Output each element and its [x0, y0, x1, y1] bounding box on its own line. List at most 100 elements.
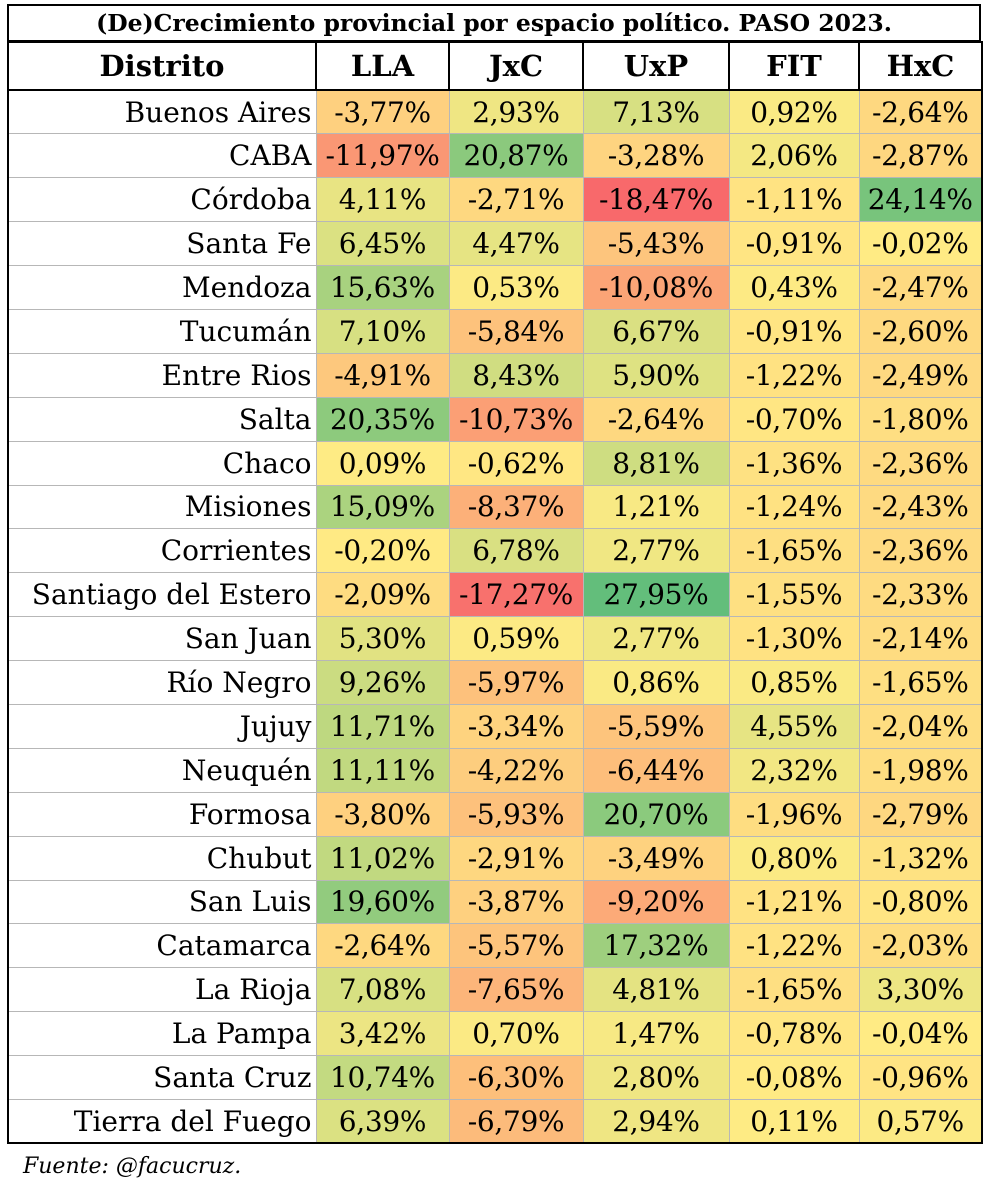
value-cell-jxc: 0,53%: [448, 265, 584, 310]
value-cell-hxc: -0,80%: [858, 879, 983, 925]
value-cell-uxp: 2,94%: [582, 1098, 730, 1145]
value-cell-fit: -1,55%: [728, 572, 860, 618]
value-cell-uxp: -2,64%: [582, 396, 730, 442]
table-row: Río Negro 9,26% -5,97% 0,86% 0,85% -1,65%: [7, 660, 983, 705]
value-cell-uxp: -9,20%: [582, 879, 730, 925]
value-cell-lla: 3,42%: [315, 1011, 450, 1057]
value-cell-lla: 11,02%: [315, 835, 450, 881]
value-cell-jxc: -2,71%: [448, 177, 584, 223]
value-cell-lla: 6,39%: [315, 1098, 450, 1145]
value-cell-uxp: 7,13%: [582, 89, 730, 135]
value-cell-jxc: 4,47%: [448, 221, 584, 267]
value-cell-hxc: -0,02%: [858, 221, 983, 267]
value-cell-jxc: -17,27%: [448, 572, 584, 618]
table-row: Formosa -3,80% -5,93% 20,70% -1,96% -2,79%: [7, 791, 983, 837]
value-cell-jxc: -5,97%: [448, 660, 584, 705]
value-cell-hxc: -1,65%: [858, 660, 983, 705]
table-row: La Pampa 3,42% 0,70% 1,47% -0,78% -0,04%: [7, 1011, 983, 1057]
value-cell-uxp: 1,47%: [582, 1011, 730, 1057]
value-cell-lla: 7,08%: [315, 967, 450, 1013]
value-cell-fit: -1,65%: [728, 528, 860, 574]
table-row: San Juan 5,30% 0,59% 2,77% -1,30% -2,14%: [7, 616, 983, 662]
column-header-uxp: UxP: [582, 41, 730, 91]
value-cell-uxp: -3,49%: [582, 835, 730, 881]
value-cell-jxc: -2,91%: [448, 835, 584, 881]
column-header-jxc: JxC: [448, 41, 584, 91]
value-cell-uxp: 2,77%: [582, 528, 730, 574]
district-name: Salta: [7, 396, 317, 442]
value-cell-uxp: -18,47%: [582, 177, 730, 223]
value-cell-jxc: -3,87%: [448, 879, 584, 925]
source-note: Fuente: @facucruz.: [23, 1154, 242, 1179]
column-header-lla: LLA: [315, 41, 450, 91]
value-cell-hxc: -2,03%: [858, 923, 983, 969]
value-cell-jxc: 0,59%: [448, 616, 584, 662]
header-row: Distrito LLA JxC UxP FIT HxC: [7, 41, 983, 91]
value-cell-hxc: 24,14%: [858, 177, 983, 223]
value-cell-fit: 0,80%: [728, 835, 860, 881]
table-row: Neuquén 11,11% -4,22% -6,44% 2,32% -1,98%: [7, 747, 983, 793]
value-cell-hxc: -1,98%: [858, 747, 983, 793]
value-cell-lla: 5,30%: [315, 616, 450, 662]
value-cell-fit: -1,65%: [728, 967, 860, 1013]
value-cell-jxc: 0,70%: [448, 1011, 584, 1057]
value-cell-hxc: 3,30%: [858, 967, 983, 1013]
value-cell-lla: 9,26%: [315, 660, 450, 705]
district-name: Santa Fe: [7, 221, 317, 267]
table-row: CABA -11,97% 20,87% -3,28% 2,06% -2,87%: [7, 133, 983, 179]
value-cell-hxc: -2,04%: [858, 703, 983, 749]
value-cell-fit: 0,11%: [728, 1098, 860, 1145]
value-cell-fit: 2,32%: [728, 747, 860, 793]
district-name: Misiones: [7, 484, 317, 530]
district-name: CABA: [7, 133, 317, 179]
value-cell-fit: -1,21%: [728, 879, 860, 925]
value-cell-lla: -2,64%: [315, 923, 450, 969]
value-cell-hxc: -0,96%: [858, 1055, 983, 1100]
value-cell-jxc: -7,65%: [448, 967, 584, 1013]
column-header-district: Distrito: [7, 41, 317, 91]
district-name: Corrientes: [7, 528, 317, 574]
value-cell-fit: -0,91%: [728, 308, 860, 354]
value-cell-uxp: -5,59%: [582, 703, 730, 749]
district-name: Tucumán: [7, 308, 317, 354]
value-cell-fit: -1,11%: [728, 177, 860, 223]
value-cell-hxc: -2,36%: [858, 440, 983, 486]
value-cell-lla: -3,80%: [315, 791, 450, 837]
district-name: Jujuy: [7, 703, 317, 749]
value-cell-lla: 6,45%: [315, 221, 450, 267]
value-cell-jxc: -4,22%: [448, 747, 584, 793]
value-cell-lla: 10,74%: [315, 1055, 450, 1100]
table-title: (De)Crecimiento provincial por espacio p…: [7, 4, 981, 42]
value-cell-lla: -2,09%: [315, 572, 450, 618]
value-cell-uxp: 5,90%: [582, 352, 730, 398]
value-cell-fit: -1,30%: [728, 616, 860, 662]
value-cell-hxc: -2,47%: [858, 265, 983, 310]
district-name: Chubut: [7, 835, 317, 881]
district-name: Mendoza: [7, 265, 317, 310]
table-row: La Rioja 7,08% -7,65% 4,81% -1,65% 3,30%: [7, 967, 983, 1013]
growth-table: Distrito LLA JxC UxP FIT HxC Buenos Aires -3,…: [7, 41, 983, 1145]
value-cell-uxp: 20,70%: [582, 791, 730, 837]
value-cell-lla: 7,10%: [315, 308, 450, 354]
value-cell-jxc: -0,62%: [448, 440, 584, 486]
value-cell-hxc: -2,36%: [858, 528, 983, 574]
district-name: Buenos Aires: [7, 89, 317, 135]
value-cell-hxc: -2,79%: [858, 791, 983, 837]
table-row: Salta 20,35% -10,73% -2,64% -0,70% -1,80%: [7, 396, 983, 442]
value-cell-fit: 0,43%: [728, 265, 860, 310]
value-cell-lla: 0,09%: [315, 440, 450, 486]
value-cell-uxp: -6,44%: [582, 747, 730, 793]
value-cell-hxc: -2,87%: [858, 133, 983, 179]
district-name: Córdoba: [7, 177, 317, 223]
value-cell-hxc: -2,64%: [858, 89, 983, 135]
value-cell-fit: -0,91%: [728, 221, 860, 267]
value-cell-lla: 15,09%: [315, 484, 450, 530]
value-cell-lla: 11,71%: [315, 703, 450, 749]
value-cell-uxp: 1,21%: [582, 484, 730, 530]
column-header-fit: FIT: [728, 41, 860, 91]
value-cell-uxp: 2,77%: [582, 616, 730, 662]
value-cell-uxp: -10,08%: [582, 265, 730, 310]
value-cell-lla: -3,77%: [315, 89, 450, 135]
table-row: Tierra del Fuego 6,39% -6,79% 2,94% 0,11% 0,5…: [7, 1098, 983, 1145]
value-cell-jxc: -6,79%: [448, 1098, 584, 1145]
